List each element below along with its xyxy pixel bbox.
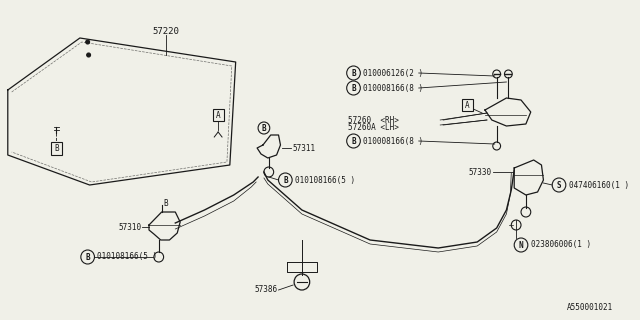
Text: B: B — [85, 252, 90, 261]
Text: S: S — [557, 180, 561, 189]
Text: 047406160(1 ): 047406160(1 ) — [569, 180, 629, 189]
Text: 57260  <RH>: 57260 <RH> — [348, 116, 399, 124]
Text: B: B — [54, 143, 59, 153]
Text: 57386: 57386 — [255, 285, 278, 294]
Text: A: A — [216, 110, 220, 119]
Text: B: B — [164, 198, 168, 207]
Text: B: B — [351, 137, 356, 146]
Text: 023806006(1 ): 023806006(1 ) — [531, 241, 591, 250]
Text: 57310: 57310 — [118, 222, 141, 231]
Text: B: B — [351, 68, 356, 77]
FancyBboxPatch shape — [212, 109, 223, 121]
Text: 010008166(8 ): 010008166(8 ) — [364, 137, 424, 146]
Circle shape — [86, 53, 91, 57]
Text: 57311: 57311 — [292, 143, 316, 153]
FancyBboxPatch shape — [462, 99, 473, 111]
Text: 010006126(2 ): 010006126(2 ) — [364, 68, 424, 77]
Text: B: B — [283, 175, 287, 185]
Text: N: N — [518, 241, 524, 250]
Text: 57330: 57330 — [468, 167, 492, 177]
Text: B: B — [351, 84, 356, 92]
Text: 010108166(5 ): 010108166(5 ) — [295, 175, 355, 185]
Text: 57260A <LH>: 57260A <LH> — [348, 123, 399, 132]
Text: A: A — [465, 100, 470, 109]
Circle shape — [86, 40, 90, 44]
Text: B: B — [262, 124, 266, 132]
Text: 57220: 57220 — [152, 27, 179, 36]
Text: A550001021: A550001021 — [567, 303, 614, 312]
FancyBboxPatch shape — [51, 141, 62, 155]
Text: 010108166(5 ): 010108166(5 ) — [97, 252, 157, 261]
Text: 010008166(8 ): 010008166(8 ) — [364, 84, 424, 92]
